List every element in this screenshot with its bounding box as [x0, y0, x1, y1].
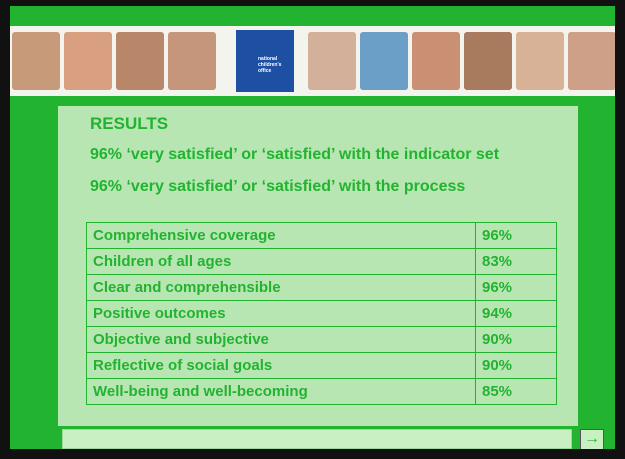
next-button[interactable]: → [580, 429, 604, 449]
percentage: 83% [475, 248, 557, 275]
table-row: Clear and comprehensible 96% [86, 274, 557, 301]
photo [412, 32, 460, 90]
table-row: Objective and subjective 90% [86, 326, 557, 353]
table-row: Positive outcomes 94% [86, 300, 557, 327]
table-row: Well-being and well-becoming 85% [86, 378, 557, 405]
photo [308, 32, 356, 90]
logo-text: national [258, 56, 278, 62]
criterion: Children of all ages [86, 248, 476, 275]
table-body: Comprehensive coverage 96% Children of all… [86, 222, 557, 405]
criterion: Clear and comprehensible [86, 274, 476, 301]
criterion: Well-being and well-becoming [86, 378, 476, 405]
percentage: 96% [475, 222, 557, 249]
content-panel: RESULTS 96% ‘very satisfied’ or ‘satisfi… [58, 106, 578, 426]
logo-text: office [258, 68, 272, 74]
percentage: 90% [475, 326, 557, 353]
criterion: Reflective of social goals [86, 352, 476, 379]
percentage: 90% [475, 352, 557, 379]
photo [168, 32, 216, 90]
photo [116, 32, 164, 90]
result-line: 96% ‘very satisfied’ or ‘satisfied’ with… [90, 178, 466, 195]
result-line: 96% ‘very satisfied’ or ‘satisfied’ with… [90, 146, 500, 163]
photo [568, 32, 615, 90]
photo [464, 32, 512, 90]
table-row: Children of all ages 83% [86, 248, 557, 275]
slide: national children's office RESULTS 96% ‘… [10, 6, 615, 449]
table-row: Reflective of social goals 90% [86, 352, 557, 379]
results-table: Comprehensive coverage 96% Children of all… [86, 222, 557, 405]
criterion: Comprehensive coverage [86, 222, 476, 249]
photo [360, 32, 408, 90]
logo: national children's office [236, 30, 294, 92]
title: RESULTS [90, 114, 169, 133]
criterion: Objective and subjective [86, 326, 476, 353]
photo [516, 32, 564, 90]
percentage: 96% [475, 274, 557, 301]
percentage: 85% [475, 378, 557, 405]
percentage: 94% [475, 300, 557, 327]
photo [64, 32, 112, 90]
table-row: Comprehensive coverage 96% [86, 222, 557, 249]
photo [12, 32, 60, 90]
criterion: Positive outcomes [86, 300, 476, 327]
logo-text: children's [258, 62, 282, 68]
photo-strip: national children's office [10, 26, 615, 96]
progress-bar [62, 429, 572, 449]
